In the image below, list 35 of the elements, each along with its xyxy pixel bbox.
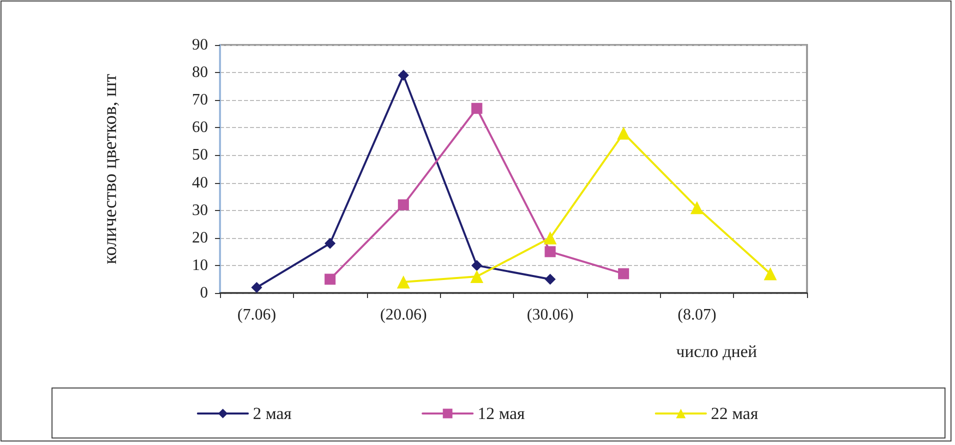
point	[690, 201, 704, 214]
y-tick-label: 60	[192, 119, 208, 136]
y-tick-label: 70	[192, 92, 208, 109]
y-tick-label: 80	[192, 64, 208, 82]
y-axis-title: количество цветков, шт	[100, 73, 121, 264]
x-tick-label: (30.06)	[526, 306, 574, 324]
point	[398, 199, 409, 210]
y-tick-label: 0	[200, 284, 208, 302]
legend-label: 2 мая	[252, 404, 292, 423]
y-tick-label: 90	[192, 36, 208, 54]
x-tick-label: (20.06)	[380, 306, 427, 324]
x-axis-title: число дней	[676, 342, 757, 361]
point	[617, 126, 630, 140]
point	[544, 274, 556, 285]
point	[544, 246, 556, 258]
point	[251, 282, 262, 293]
y-tick-label: 30	[192, 202, 208, 219]
point	[764, 267, 777, 280]
legend-label: 22 мая	[710, 404, 758, 423]
point	[398, 70, 409, 81]
x-tick-label: (8.07)	[678, 306, 716, 324]
point	[618, 268, 630, 280]
point	[324, 274, 336, 285]
y-tick-label: 40	[192, 174, 208, 192]
legend-label: 12 мая	[478, 404, 526, 423]
point	[470, 270, 484, 283]
point	[471, 260, 482, 271]
x-tick-label: (7.06)	[237, 306, 276, 324]
y-tick-label: 50	[192, 146, 208, 164]
y-tick-label: 10	[192, 256, 208, 274]
point	[324, 238, 336, 249]
y-tick-label: 20	[192, 229, 208, 246]
point	[396, 275, 410, 288]
point	[471, 102, 482, 114]
point	[544, 231, 557, 244]
